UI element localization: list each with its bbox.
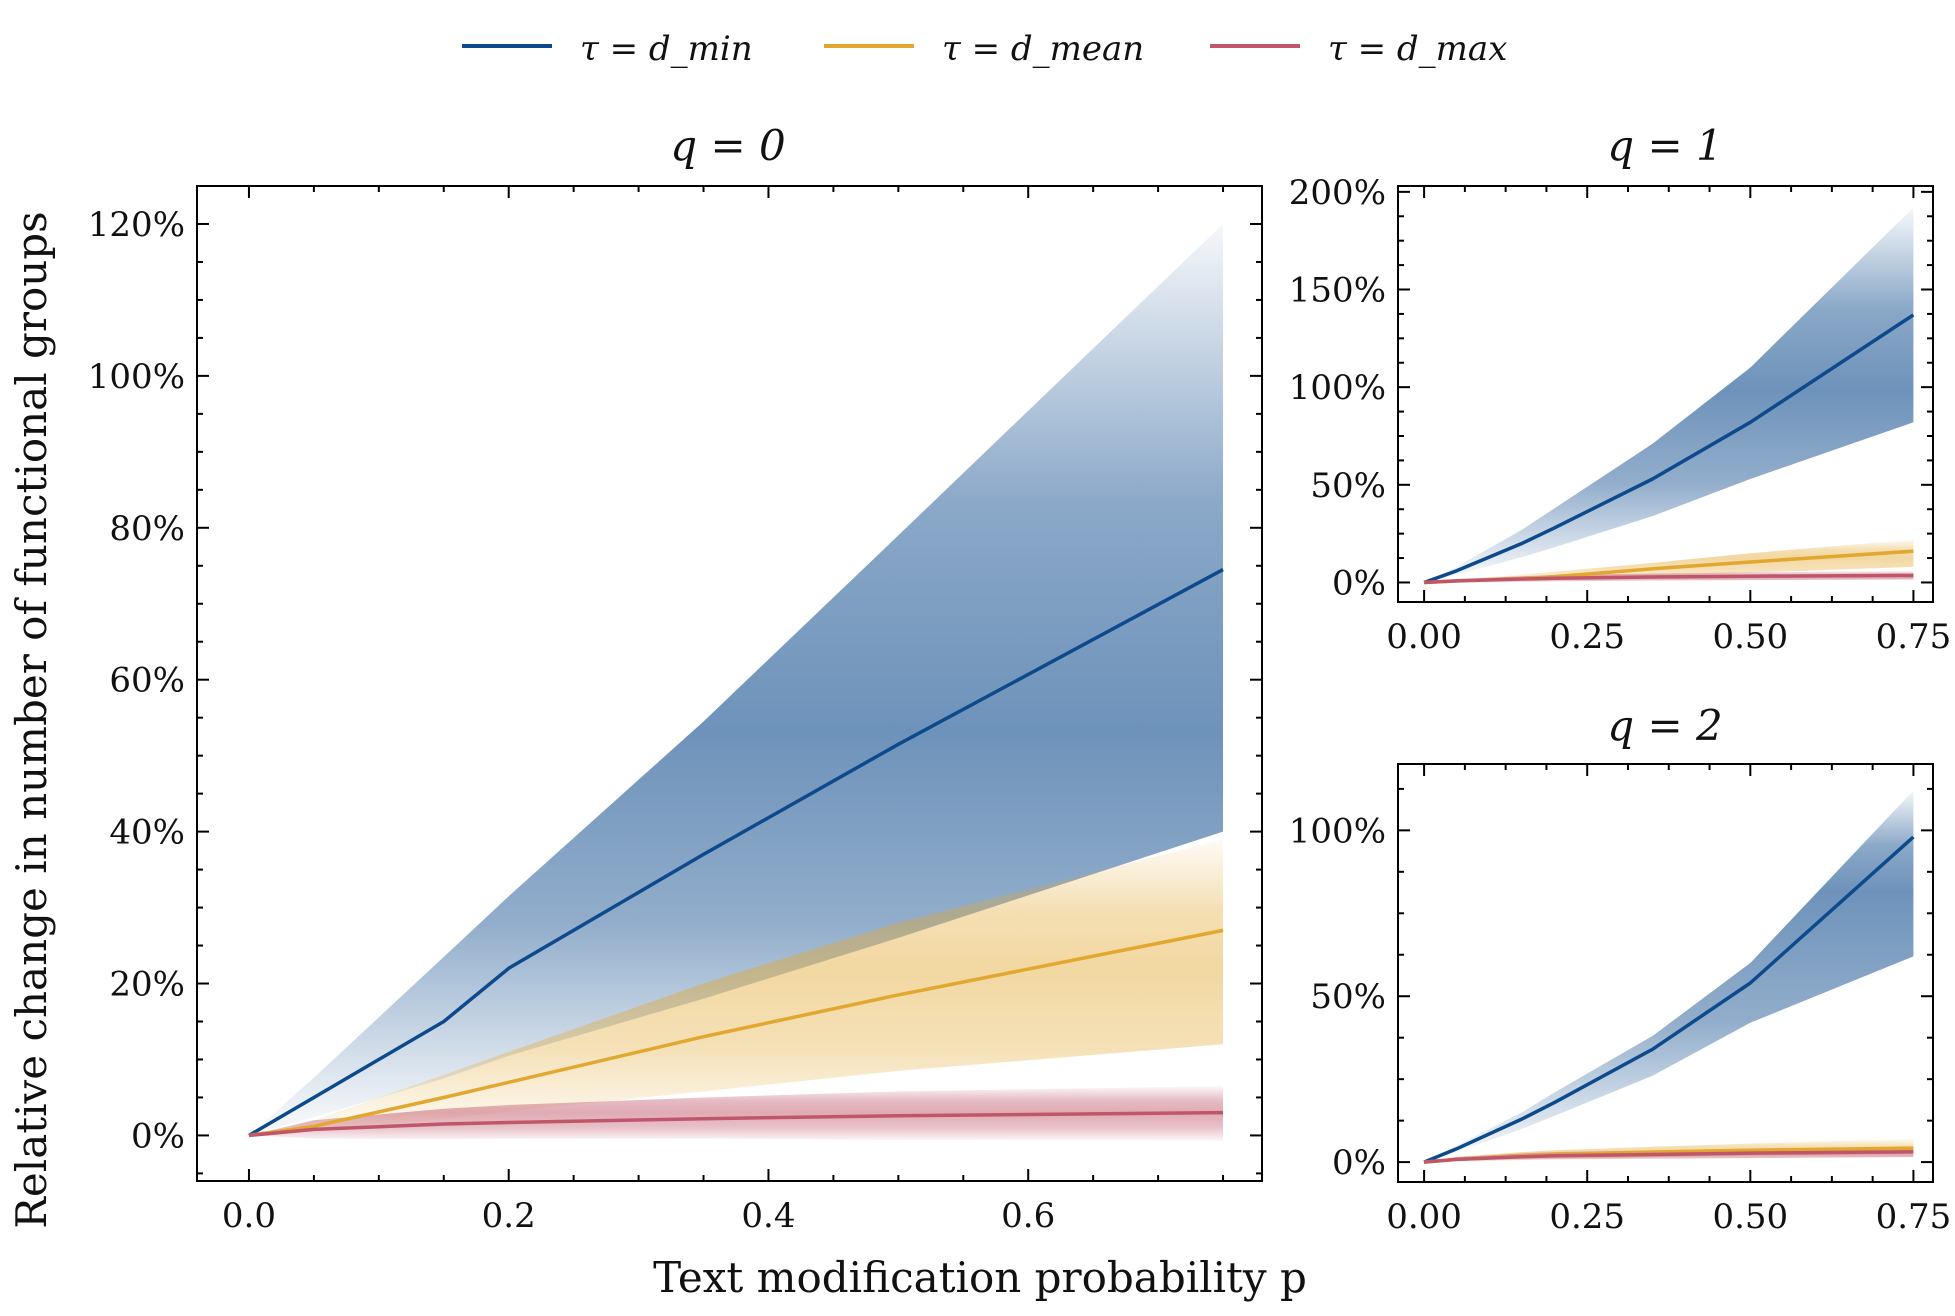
y-tick-label: 80% bbox=[109, 509, 185, 549]
x-tick-label: 0.50 bbox=[1712, 1197, 1788, 1237]
y-tick-label: 100% bbox=[1289, 811, 1386, 851]
y-tick-label: 20% bbox=[109, 965, 185, 1005]
axes-frame bbox=[196, 185, 1263, 1182]
x-axis-label: Text modification probability p bbox=[653, 1253, 1307, 1302]
legend-label-dmin: τ = d_min bbox=[580, 29, 753, 69]
y-tick-label: 200% bbox=[1289, 173, 1386, 213]
x-tick-label: 0.0 bbox=[222, 1196, 276, 1236]
band-dmin bbox=[1424, 207, 1914, 583]
chart-panel-q0: q = 0 0.0 0.2 0.4 0.6 0% 20% 40% 60% 80% 100% 120% bbox=[88, 121, 1263, 1236]
x-tick-label: 0.00 bbox=[1386, 1197, 1462, 1237]
x-tick-label: 0.25 bbox=[1549, 617, 1625, 657]
x-tick-label: 0.25 bbox=[1549, 1197, 1625, 1237]
band-dmin bbox=[1424, 790, 1914, 1163]
y-tick-label: 60% bbox=[109, 661, 185, 701]
y-tick-label: 120% bbox=[88, 205, 185, 245]
series-line-dmean bbox=[248, 928, 1224, 1138]
axes-frame bbox=[1397, 185, 1934, 603]
series-line-dmin bbox=[1423, 313, 1915, 585]
x-tick-label: 0.50 bbox=[1712, 617, 1788, 657]
panel-title: q = 2 bbox=[1607, 701, 1723, 750]
axes-frame bbox=[1397, 763, 1934, 1183]
series-line-dmin bbox=[248, 568, 1224, 1137]
y-tick-label: 50% bbox=[1310, 977, 1386, 1017]
x-tick-label: 0.00 bbox=[1386, 617, 1462, 657]
band-dmean bbox=[249, 839, 1223, 1136]
series-line-dmax bbox=[1424, 573, 1914, 585]
legend-label-dmean: τ = d_mean bbox=[942, 29, 1144, 69]
y-tick-label: 0% bbox=[1332, 563, 1386, 603]
x-tick-label: 0.2 bbox=[482, 1196, 536, 1236]
band-dmean bbox=[1424, 539, 1914, 583]
y-tick-label: 40% bbox=[109, 813, 185, 853]
x-tick-label: 0.75 bbox=[1876, 1197, 1952, 1237]
y-tick-label: 100% bbox=[1289, 368, 1386, 408]
band-dmax bbox=[249, 1086, 1223, 1141]
series-line-dmin bbox=[1423, 835, 1915, 1164]
legend-label-dmax: τ = d_max bbox=[1328, 29, 1507, 69]
chart-panel-q1: q = 1 0.00 0.25 0.50 0.75 0% 50% 100% 150% 200% bbox=[1289, 121, 1951, 657]
y-tick-label: 50% bbox=[1310, 466, 1386, 506]
y-tick-label: 0% bbox=[1332, 1143, 1386, 1183]
y-tick-label: 150% bbox=[1289, 271, 1386, 311]
series-line-dmax bbox=[1423, 1150, 1914, 1164]
panel-title: q = 0 bbox=[670, 121, 786, 170]
legend: τ = d_min τ = d_mean τ = d_max bbox=[462, 29, 1507, 69]
chart-panel-q2: q = 2 0.00 0.25 0.50 0.75 0% 50% 100% bbox=[1289, 701, 1951, 1237]
series-line-dmax bbox=[248, 1110, 1224, 1138]
y-tick-label: 100% bbox=[88, 357, 185, 397]
panel-title: q = 1 bbox=[1607, 121, 1723, 170]
x-tick-label: 0.4 bbox=[741, 1196, 795, 1236]
x-tick-label: 0.75 bbox=[1876, 617, 1952, 657]
x-tick-label: 0.6 bbox=[1001, 1196, 1055, 1236]
y-tick-label: 0% bbox=[131, 1116, 185, 1156]
y-axis-label: Relative change in number of functional … bbox=[7, 211, 56, 1228]
